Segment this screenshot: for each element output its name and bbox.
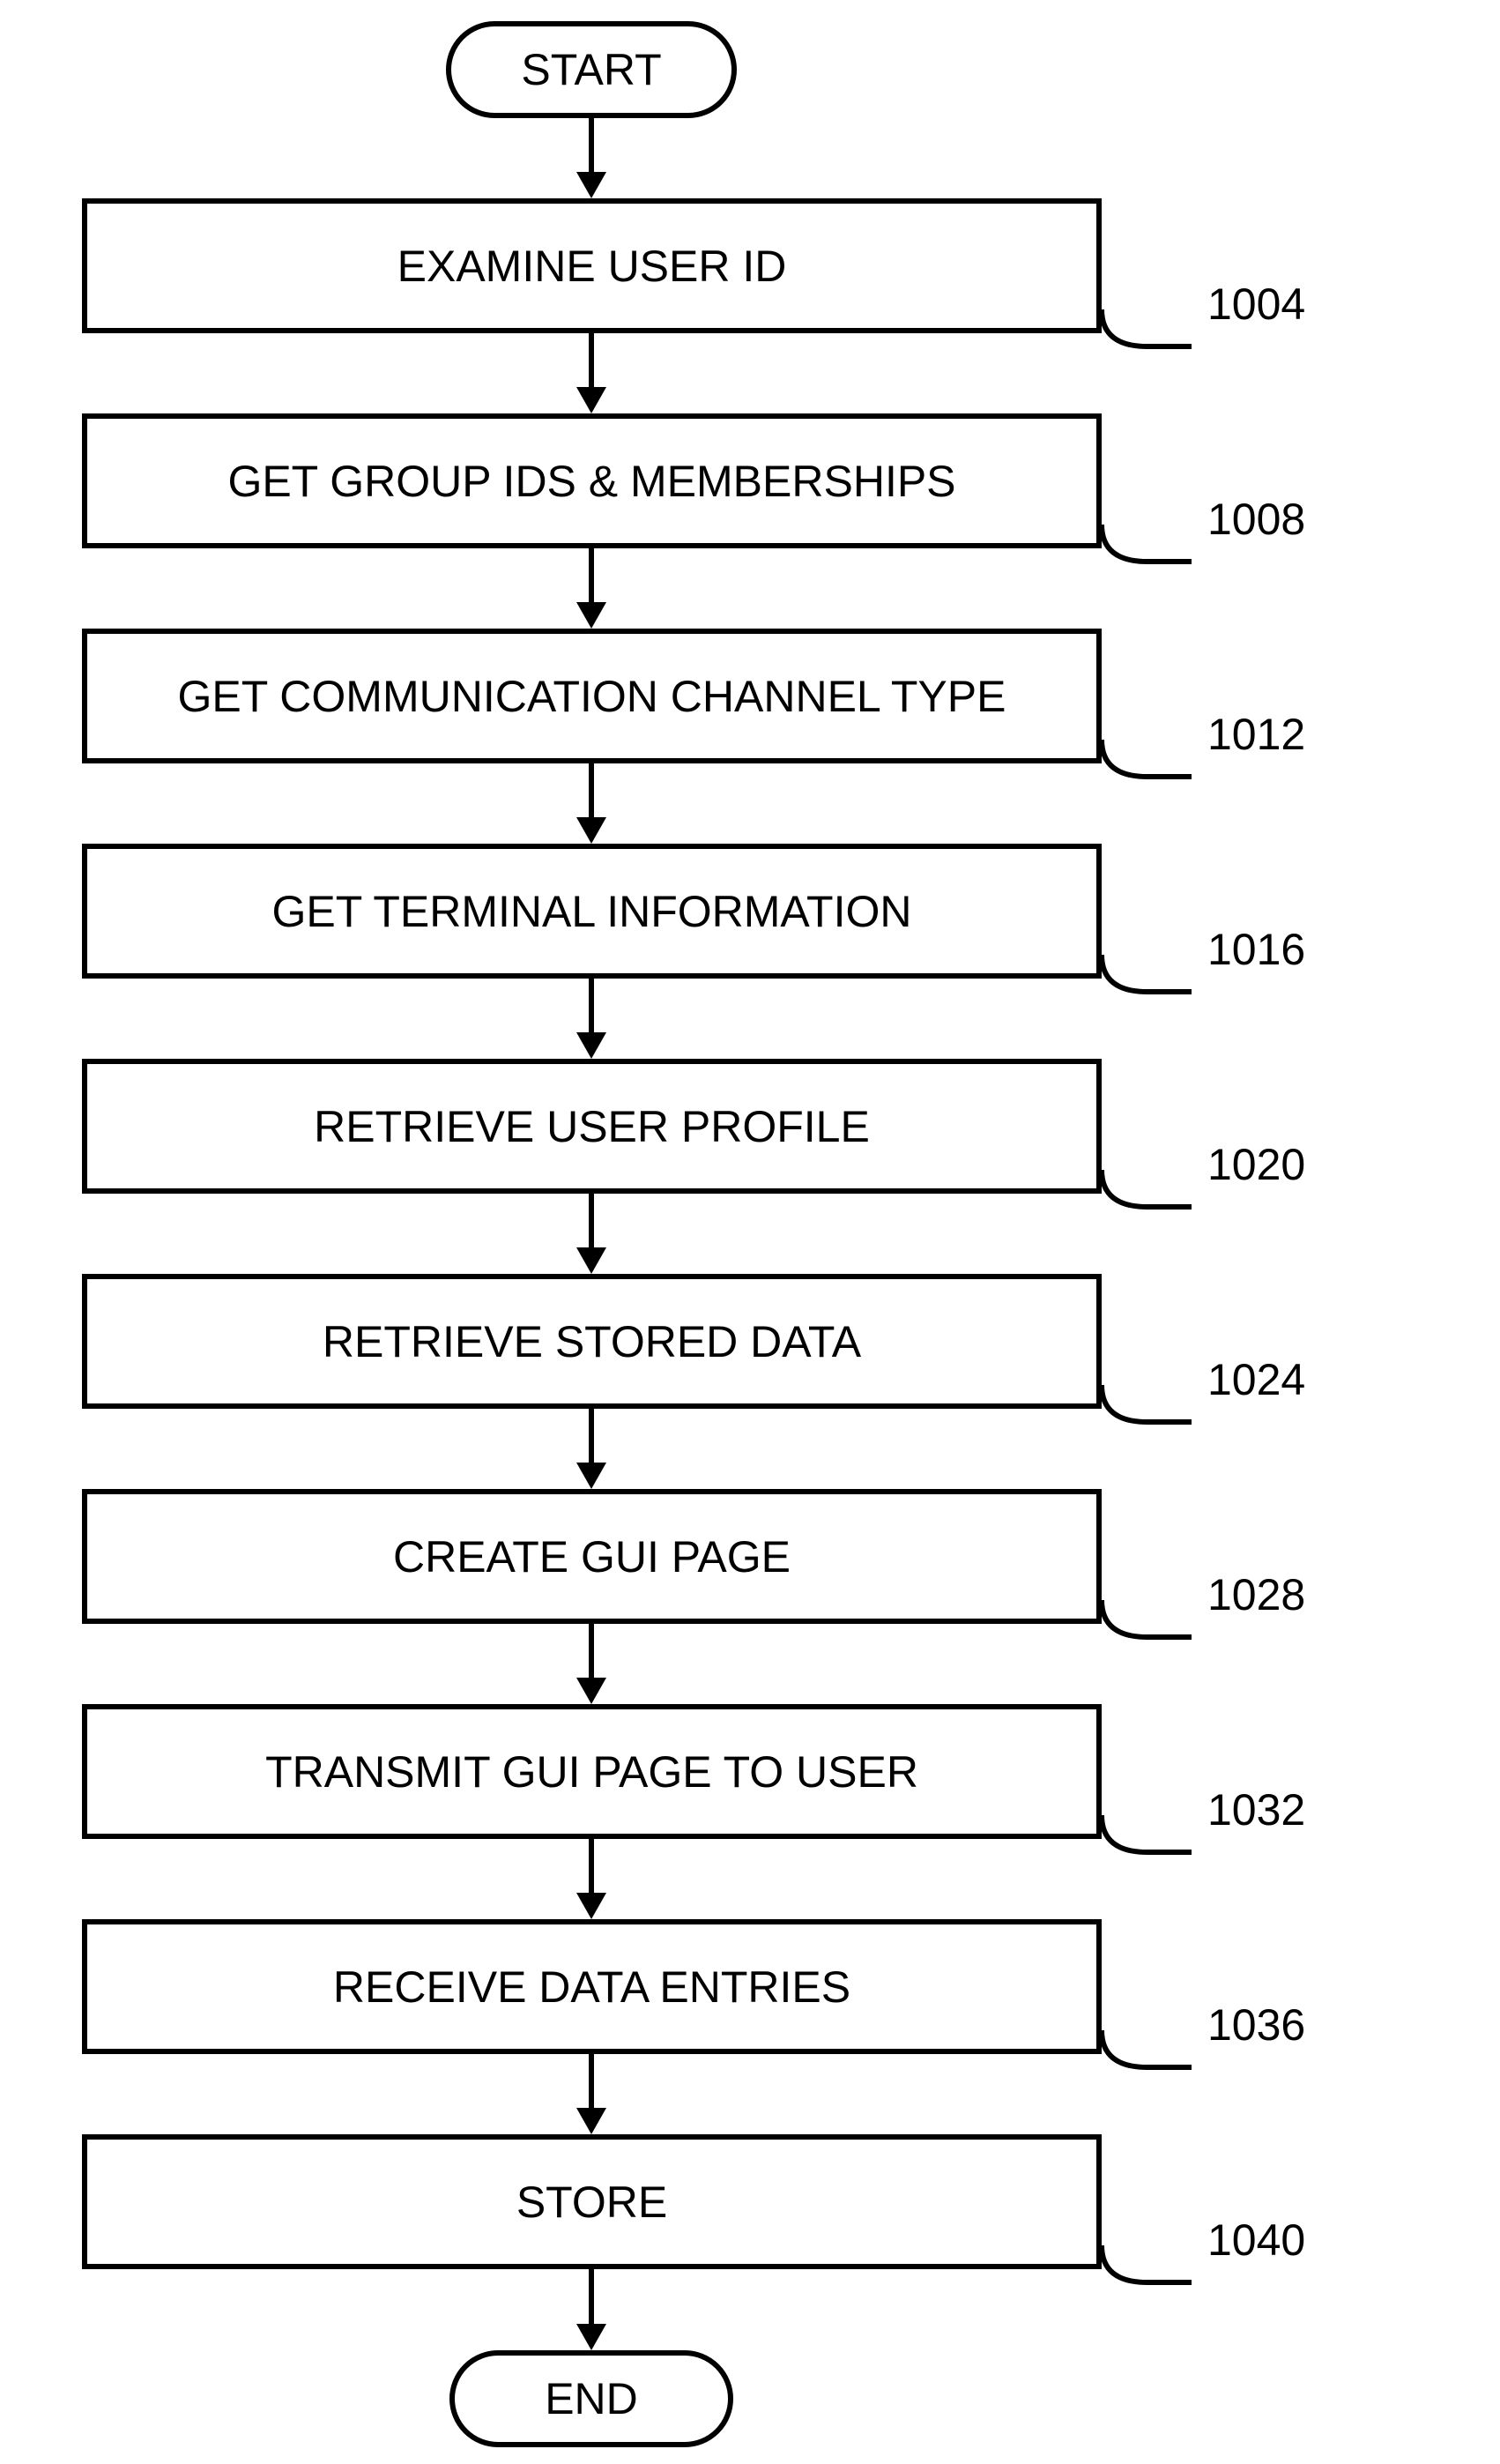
process-1016: GET TERMINAL INFORMATION xyxy=(82,844,1102,979)
ref-hook xyxy=(1099,1382,1196,1435)
ref-label: 1016 xyxy=(1207,924,1305,975)
connector-arrowhead-icon xyxy=(576,172,606,198)
ref-hook xyxy=(1099,522,1196,575)
connector-line xyxy=(589,763,594,817)
process-1036: RECEIVE DATA ENTRIES xyxy=(82,1919,1102,2054)
ref-label: 1020 xyxy=(1207,1139,1305,1190)
ref-label: 1024 xyxy=(1207,1354,1305,1405)
process-1004: EXAMINE USER ID xyxy=(82,198,1102,333)
terminal-start-label: START xyxy=(521,44,661,95)
connector-arrowhead-icon xyxy=(576,1678,606,1704)
ref-hook xyxy=(1099,1597,1196,1650)
ref-label: 1036 xyxy=(1207,1999,1305,2051)
ref-label: 1012 xyxy=(1207,709,1305,760)
process-1020: RETRIEVE USER PROFILE xyxy=(82,1059,1102,1194)
ref-hook xyxy=(1099,952,1196,1005)
process-1024: RETRIEVE STORED DATA xyxy=(82,1274,1102,1409)
process-label: GET COMMUNICATION CHANNEL TYPE xyxy=(178,671,1006,722)
process-label: TRANSMIT GUI PAGE TO USER xyxy=(265,1746,918,1798)
ref-hook xyxy=(1099,2028,1196,2081)
connector-arrowhead-icon xyxy=(576,602,606,629)
terminal-end-label: END xyxy=(545,2373,638,2424)
process-label: STORE xyxy=(516,2177,667,2228)
process-label: RETRIEVE STORED DATA xyxy=(323,1316,861,1367)
process-1032: TRANSMIT GUI PAGE TO USER xyxy=(82,1704,1102,1839)
process-label: RECEIVE DATA ENTRIES xyxy=(333,1962,850,2013)
process-1040: STORE xyxy=(82,2134,1102,2269)
ref-label: 1004 xyxy=(1207,279,1305,330)
connector-line xyxy=(589,1194,594,1247)
process-1028: CREATE GUI PAGE xyxy=(82,1489,1102,1624)
connector-line xyxy=(589,333,594,387)
ref-hook xyxy=(1099,1813,1196,1865)
process-label: GET TERMINAL INFORMATION xyxy=(272,886,912,937)
connector-line xyxy=(589,118,594,172)
connector-line xyxy=(589,979,594,1032)
connector-arrowhead-icon xyxy=(576,1032,606,1059)
connector-line xyxy=(589,548,594,602)
terminal-end: END xyxy=(449,2350,733,2447)
process-1012: GET COMMUNICATION CHANNEL TYPE xyxy=(82,629,1102,763)
ref-label: 1028 xyxy=(1207,1569,1305,1620)
ref-label: 1008 xyxy=(1207,494,1305,545)
ref-hook xyxy=(1099,307,1196,360)
connector-arrowhead-icon xyxy=(576,1247,606,1274)
connector-line xyxy=(589,1839,594,1893)
connector-line xyxy=(589,1624,594,1678)
connector-arrowhead-icon xyxy=(576,387,606,413)
connector-arrowhead-icon xyxy=(576,817,606,844)
process-1008: GET GROUP IDS & MEMBERSHIPS xyxy=(82,413,1102,548)
process-label: CREATE GUI PAGE xyxy=(393,1531,791,1582)
ref-label: 1040 xyxy=(1207,2215,1305,2266)
connector-line xyxy=(589,1409,594,1463)
connector-line xyxy=(589,2054,594,2108)
connector-arrowhead-icon xyxy=(576,2108,606,2134)
connector-arrowhead-icon xyxy=(576,1893,606,1919)
ref-hook xyxy=(1099,737,1196,790)
process-label: GET GROUP IDS & MEMBERSHIPS xyxy=(227,456,955,507)
terminal-start: START xyxy=(446,21,737,118)
ref-label: 1032 xyxy=(1207,1784,1305,1835)
process-label: RETRIEVE USER PROFILE xyxy=(314,1101,870,1152)
flowchart-canvas: START EXAMINE USER ID 1004 GET GROUP IDS &… xyxy=(0,0,1500,2464)
ref-hook xyxy=(1099,1167,1196,1220)
ref-hook xyxy=(1099,2243,1196,2296)
connector-arrowhead-icon xyxy=(576,1463,606,1489)
process-label: EXAMINE USER ID xyxy=(397,241,787,292)
connector-line xyxy=(589,2269,594,2324)
connector-arrowhead-icon xyxy=(576,2324,606,2350)
